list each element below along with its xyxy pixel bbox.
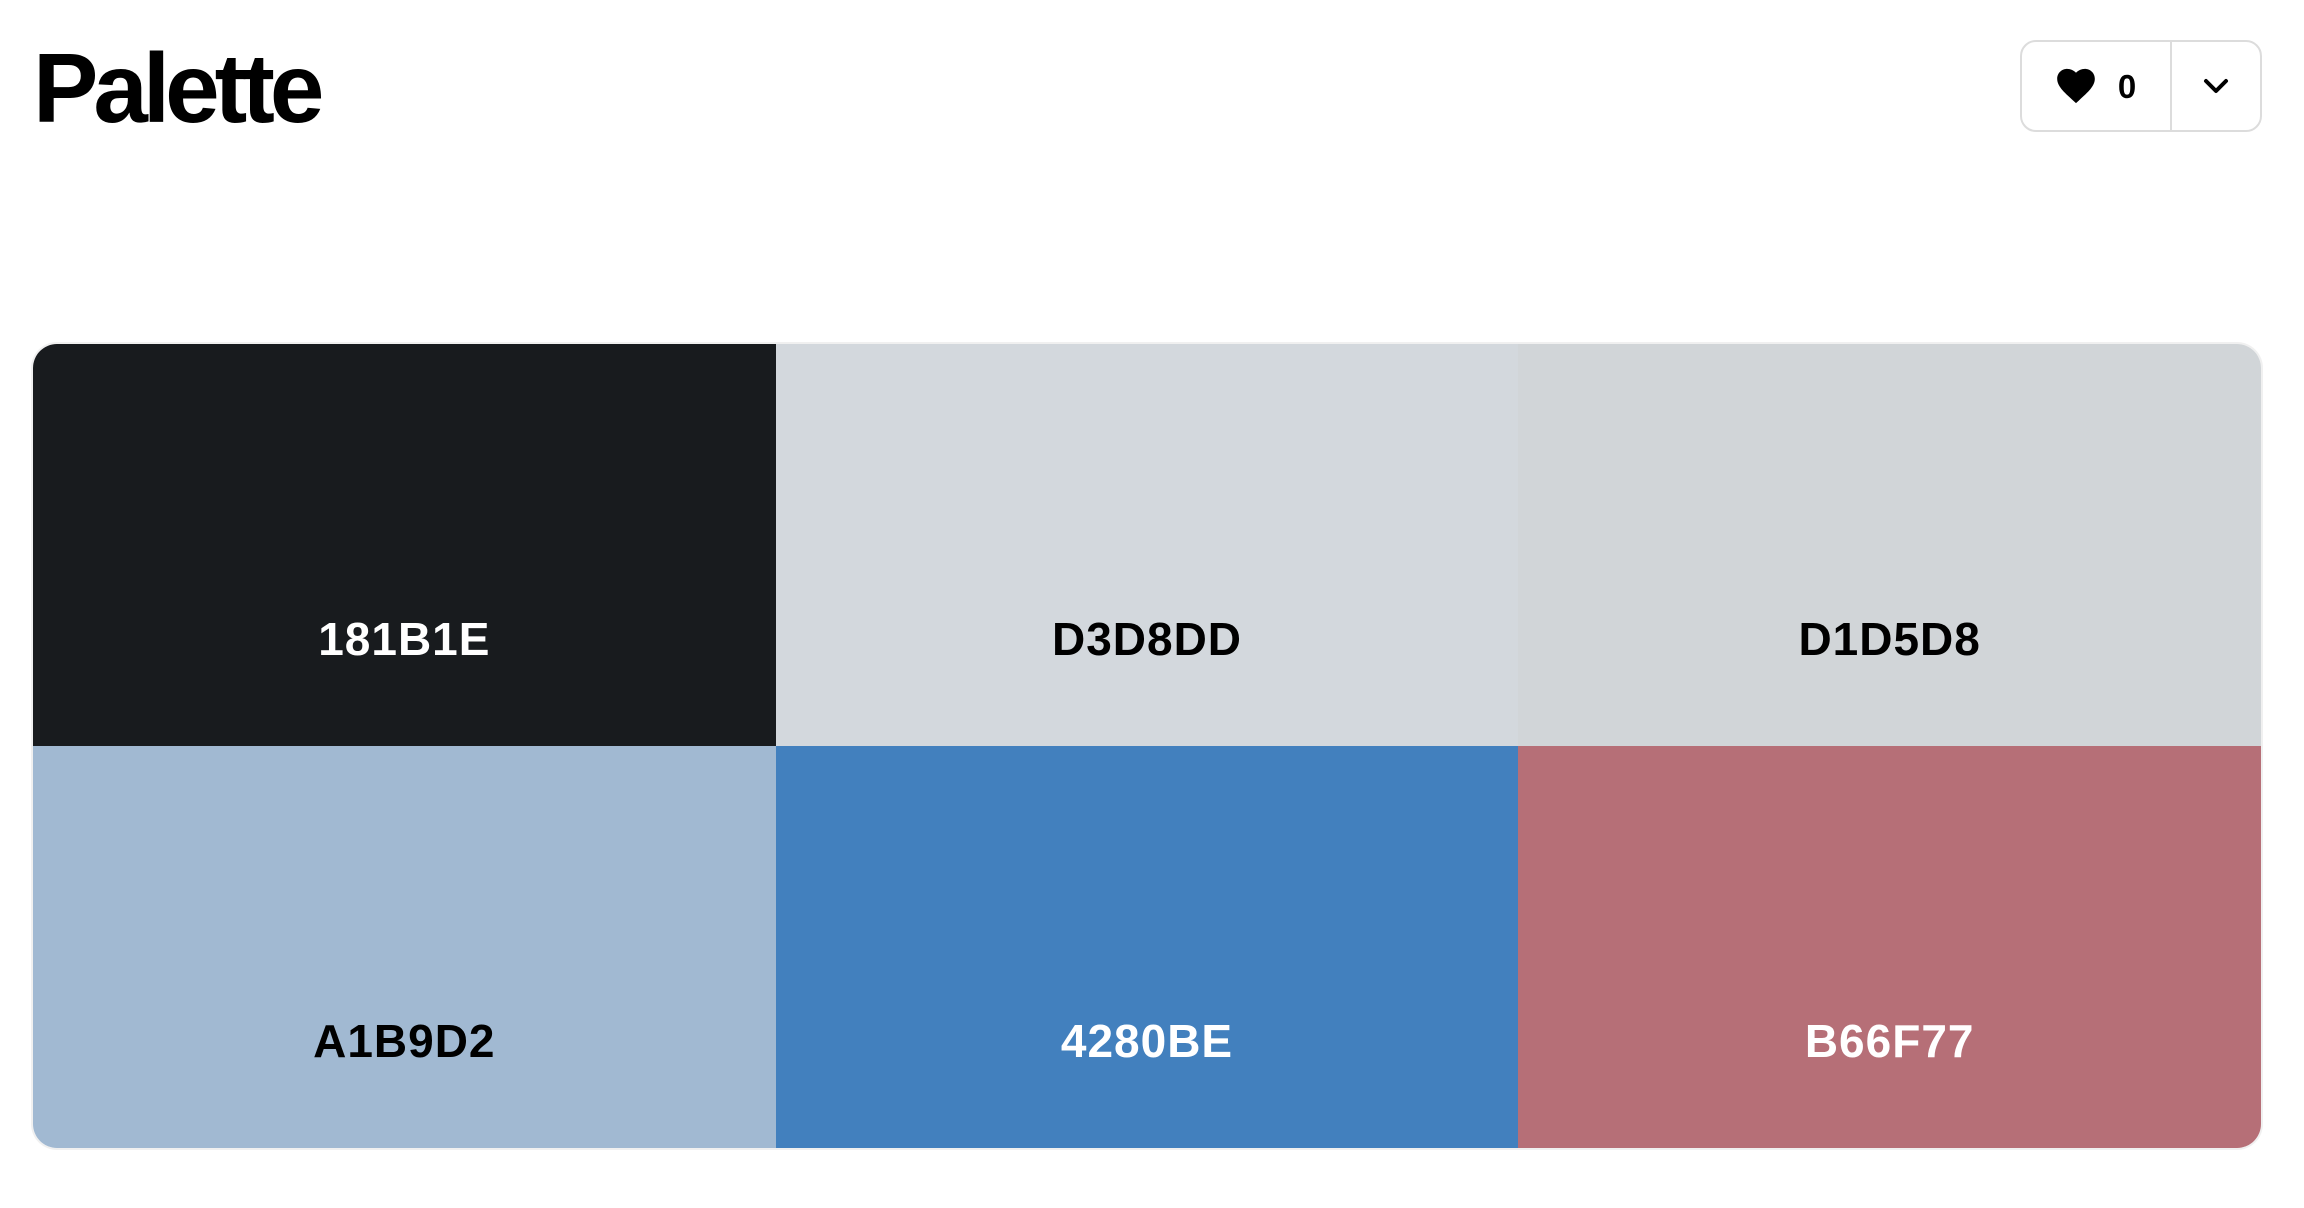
swatch-hex-label: 181B1E [318, 613, 491, 665]
swatch-hex-label: A1B9D2 [313, 1015, 496, 1067]
swatch-hex-label: D1D5D8 [1798, 613, 1981, 665]
color-swatch[interactable]: B66F77 [1518, 746, 2261, 1148]
chevron-down-icon [2201, 76, 2231, 96]
color-swatch[interactable]: 4280BE [775, 746, 1519, 1148]
like-count: 0 [2117, 67, 2137, 105]
color-swatch[interactable]: D1D5D8 [1518, 344, 2261, 746]
more-options-button[interactable] [2172, 42, 2260, 130]
color-swatch[interactable]: A1B9D2 [33, 746, 776, 1148]
swatch-hex-label: 4280BE [1060, 1015, 1234, 1067]
heart-icon [2056, 68, 2096, 104]
palette-grid: 181B1E D3D8DD D1D5D8 A1B9D2 4280BE B66F7… [33, 344, 2261, 1148]
like-button[interactable]: 0 [2022, 42, 2172, 130]
color-swatch[interactable]: D3D8DD [775, 344, 1519, 746]
page-title: Palette [33, 33, 324, 143]
color-swatch[interactable]: 181B1E [33, 344, 776, 746]
like-button-group: 0 [2020, 40, 2262, 132]
swatch-hex-label: B66F77 [1804, 1015, 1975, 1067]
swatch-hex-label: D3D8DD [1051, 613, 1243, 665]
